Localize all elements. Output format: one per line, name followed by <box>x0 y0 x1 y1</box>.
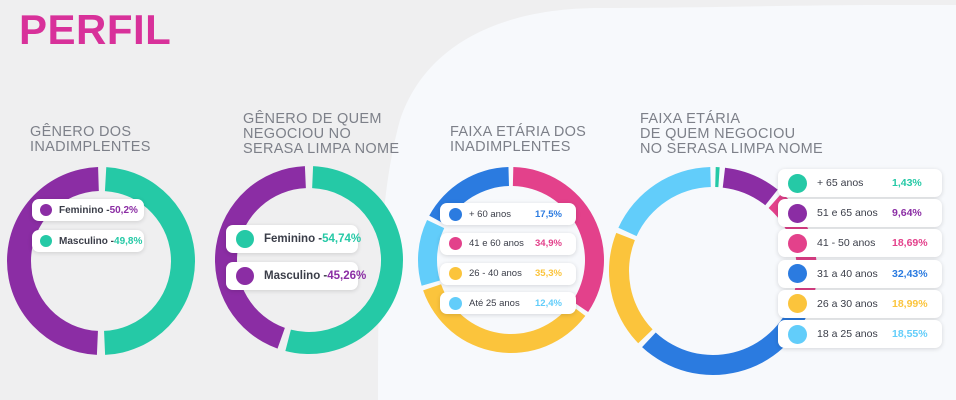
legend-dot <box>40 235 52 247</box>
legend-item: + 60 anos 17,5% <box>440 203 576 225</box>
legend-dot <box>788 294 807 314</box>
legend-dot <box>788 233 807 253</box>
legend-dot <box>449 207 462 221</box>
legend-value: 34,9% <box>535 238 562 250</box>
chart-title: GÊNERO DOS INADIMPLENTES <box>30 124 151 155</box>
donut-slice-4 <box>642 298 812 375</box>
donut-slice-1 <box>285 166 403 355</box>
legend-label: 41 - 50 anos <box>817 237 876 250</box>
legend-value: 35,3% <box>535 268 562 280</box>
legend-item: 18 a 25 anos 18,55% <box>778 320 942 348</box>
legend-item: 41 - 50 anos 18,69% <box>778 229 942 258</box>
legend-dot <box>236 267 254 285</box>
legend-value: 49,8% <box>114 235 143 247</box>
legend-item: 26 - 40 anos 35,3% <box>440 262 576 285</box>
legend-label: 26 - 40 anos <box>469 268 522 280</box>
legend-label: 26 a 30 anos <box>817 297 878 310</box>
legend-label: Masculino - <box>264 270 328 282</box>
donut-slice-1 <box>715 167 720 188</box>
legend-item: 26 a 30 anos 18,99% <box>778 289 942 318</box>
legend-label: 18 a 25 anos <box>817 328 878 340</box>
donut-slice-4 <box>418 219 445 286</box>
legend-value: 32,43% <box>892 267 928 280</box>
legend-label: Feminino - <box>59 204 110 216</box>
donut-slice-2 <box>512 167 604 312</box>
legend-dot <box>40 204 52 216</box>
legend-item: Feminino - 50,2% <box>32 199 144 221</box>
donut-slice-3 <box>423 284 586 353</box>
legend-value: 9,64% <box>892 207 922 220</box>
donut-slice-6 <box>618 167 711 237</box>
legend-value: 18,69% <box>892 237 928 250</box>
chart-title: FAIXA ETÁRIA DOS INADIMPLENTES <box>450 124 587 155</box>
legend-label: 41 e 60 anos <box>469 238 524 250</box>
legend-label: Masculino - <box>59 235 115 247</box>
legend-value: 18,55% <box>892 328 928 340</box>
legend-item: Até 25 anos 12,4% <box>440 292 576 315</box>
legend-label: + 60 anos <box>469 208 511 220</box>
legend-dot <box>788 203 807 223</box>
legend-label: Até 25 anos <box>469 297 520 309</box>
donut-slice-5 <box>609 232 653 344</box>
legend-dot <box>788 324 807 344</box>
page-title: PERFIL <box>19 6 172 53</box>
legend-label: 31 a 40 anos <box>817 267 878 280</box>
legend-item: 31 a 40 anos 32,43% <box>778 259 942 288</box>
donut-chart <box>418 167 604 353</box>
legend-value: 1,43% <box>892 177 922 189</box>
legend-item: Masculino - 45,26% <box>226 262 366 290</box>
legend-value: 45,26% <box>327 270 367 282</box>
donut-slice-2 <box>215 166 306 349</box>
chart-title: GÊNERO DE QUEM NEGOCIOU NO SERASA LIMPA … <box>243 111 400 157</box>
legend-dot <box>449 296 462 310</box>
legend-label: + 65 anos <box>817 177 864 189</box>
legend-dot <box>449 267 462 281</box>
donut-slice-2 <box>722 167 778 206</box>
legend-value: 54,74% <box>322 233 362 245</box>
legend-value: 17,5% <box>535 208 562 220</box>
donut-chart <box>6 167 196 355</box>
legend-dot <box>788 264 807 284</box>
legend-value: 12,4% <box>535 297 562 309</box>
donut-chart <box>215 166 403 355</box>
legend-dot <box>449 237 462 251</box>
donut-slice-2 <box>104 167 196 355</box>
legend-value: 18,99% <box>892 297 928 310</box>
legend-item: 41 e 60 anos 34,9% <box>440 232 576 255</box>
legend-label: 51 e 65 anos <box>817 207 878 220</box>
legend-label: Feminino - <box>264 233 323 245</box>
legend-dot <box>236 230 254 248</box>
legend-item: Masculino - 49,8% <box>32 230 144 252</box>
chart-title: FAIXA ETÁRIA DE QUEM NEGOCIOU NO SERASA … <box>640 111 824 157</box>
legend-item: Feminino - 54,74% <box>226 225 362 253</box>
legend-item: 51 e 65 anos 9,64% <box>778 199 942 228</box>
legend-dot <box>788 173 807 193</box>
legend-value: 50,2% <box>109 204 138 216</box>
donut-slice-1 <box>6 167 99 355</box>
legend-item: + 65 anos 1,43% <box>778 169 942 197</box>
